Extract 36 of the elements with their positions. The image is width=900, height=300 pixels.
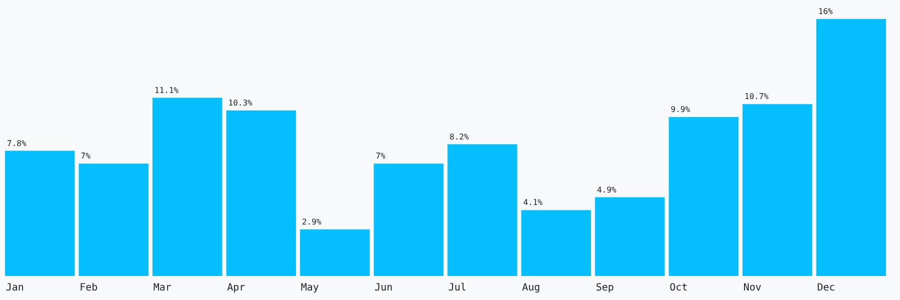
x-tick-label: Jul	[448, 282, 466, 294]
data-label: 11.1%	[154, 86, 179, 95]
bar	[742, 104, 812, 276]
x-tick-label: Dec	[817, 282, 836, 294]
data-label: 16%	[818, 7, 833, 16]
x-tick-label: Mar	[153, 282, 172, 294]
x-tick-label: Sep	[596, 282, 614, 294]
bar	[374, 164, 444, 276]
x-tick-label: May	[300, 282, 319, 294]
x-tick-label: Feb	[80, 282, 98, 294]
bar	[521, 210, 591, 276]
x-tick-label: Aug	[522, 282, 540, 294]
data-label: 4.1%	[523, 198, 543, 208]
data-label: 8.2%	[450, 132, 469, 142]
x-tick-label: Jan	[6, 282, 24, 294]
x-tick-label: Jun	[374, 282, 393, 294]
bar	[668, 116, 738, 276]
bar	[448, 144, 518, 276]
data-label: 7%	[376, 152, 386, 161]
data-label: 10.3%	[228, 98, 253, 108]
x-tick-label: Oct	[670, 282, 688, 294]
data-label: 9.9%	[670, 105, 690, 114]
bar	[300, 229, 370, 276]
x-tick-label: Nov	[743, 282, 762, 294]
data-label: 7%	[80, 152, 91, 161]
x-tick-label: Apr	[227, 282, 246, 294]
data-label: 2.9%	[302, 217, 322, 226]
bar	[595, 197, 665, 276]
bar	[78, 164, 148, 276]
bar	[226, 110, 296, 276]
bar	[152, 98, 222, 276]
bar	[5, 150, 75, 276]
data-label: 4.9%	[597, 185, 616, 194]
bar	[816, 19, 886, 276]
data-label: 7.8%	[7, 138, 26, 148]
data-label: 10.7%	[744, 92, 769, 102]
